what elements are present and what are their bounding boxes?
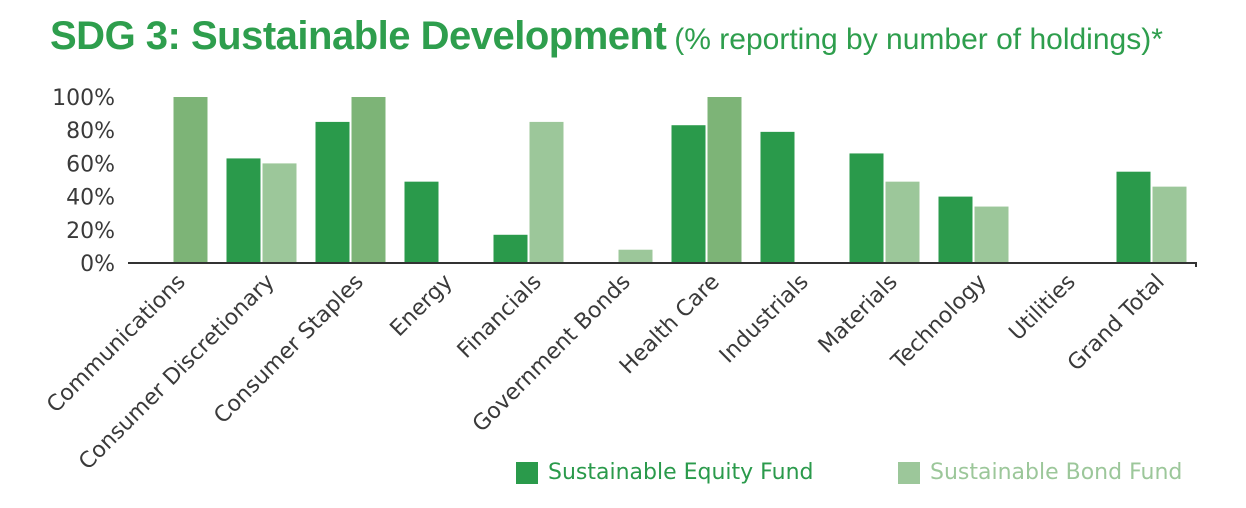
bar-bond bbox=[707, 97, 742, 263]
y-tick-label: 60% bbox=[66, 152, 115, 177]
bar-equity bbox=[671, 125, 706, 263]
x-tick-label: Government Bonds bbox=[468, 270, 636, 438]
bar-bond bbox=[529, 121, 564, 264]
x-tick-label: Industrials bbox=[715, 270, 814, 369]
bar-bond bbox=[885, 181, 920, 263]
y-tick-label: 40% bbox=[66, 186, 115, 211]
x-tick-label: Materials bbox=[814, 270, 903, 359]
bar-equity bbox=[493, 234, 528, 263]
chart-subtitle: (% reporting by number of holdings)* bbox=[674, 23, 1163, 56]
bar-bond bbox=[618, 249, 653, 263]
bar-bond bbox=[974, 206, 1009, 263]
legend-item-equity: Sustainable Equity Fund bbox=[516, 460, 813, 485]
legend-item-bond: Sustainable Bond Fund bbox=[898, 460, 1182, 485]
x-tick-label: Utilities bbox=[1005, 270, 1081, 346]
bar-bond bbox=[262, 163, 297, 263]
bar-equity bbox=[849, 153, 884, 263]
y-tick-label: 80% bbox=[66, 119, 115, 144]
legend-label-bond: Sustainable Bond Fund bbox=[930, 460, 1183, 485]
bar-bond bbox=[351, 97, 386, 263]
bar-equity bbox=[1116, 171, 1151, 263]
chart-title: SDG 3: Sustainable Development bbox=[50, 14, 667, 58]
bar-equity bbox=[404, 181, 439, 263]
bar-bond bbox=[173, 97, 208, 263]
bar-equity bbox=[226, 158, 261, 263]
bar-equity bbox=[315, 121, 350, 264]
legend-swatch-equity bbox=[516, 461, 538, 484]
bar-equity bbox=[938, 196, 973, 263]
y-tick-label: 0% bbox=[80, 252, 115, 277]
x-tick-label: Grand Total bbox=[1063, 270, 1170, 377]
bar-bond bbox=[1152, 186, 1187, 263]
legend-label-equity: Sustainable Equity Fund bbox=[548, 460, 814, 485]
x-tick-label: Consumer Staples bbox=[209, 270, 368, 429]
x-tick-label: Energy bbox=[386, 270, 458, 342]
x-tick-label: Technology bbox=[886, 270, 992, 376]
x-tick-label: Financials bbox=[453, 270, 547, 364]
y-tick-label: 20% bbox=[66, 219, 115, 244]
y-tick-label: 100% bbox=[52, 86, 115, 111]
legend-swatch-bond bbox=[898, 461, 920, 484]
chart-title-block: SDG 3: Sustainable Development (% reporti… bbox=[50, 14, 1163, 59]
bar-equity bbox=[760, 131, 795, 263]
